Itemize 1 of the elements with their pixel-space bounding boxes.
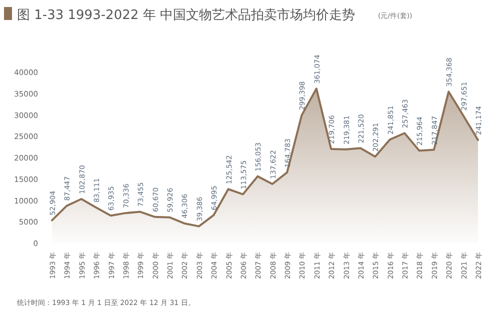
chart-title: 图 1-33 1993-2022 年 中国文物艺术品拍卖市场均价走势 <box>17 8 355 23</box>
